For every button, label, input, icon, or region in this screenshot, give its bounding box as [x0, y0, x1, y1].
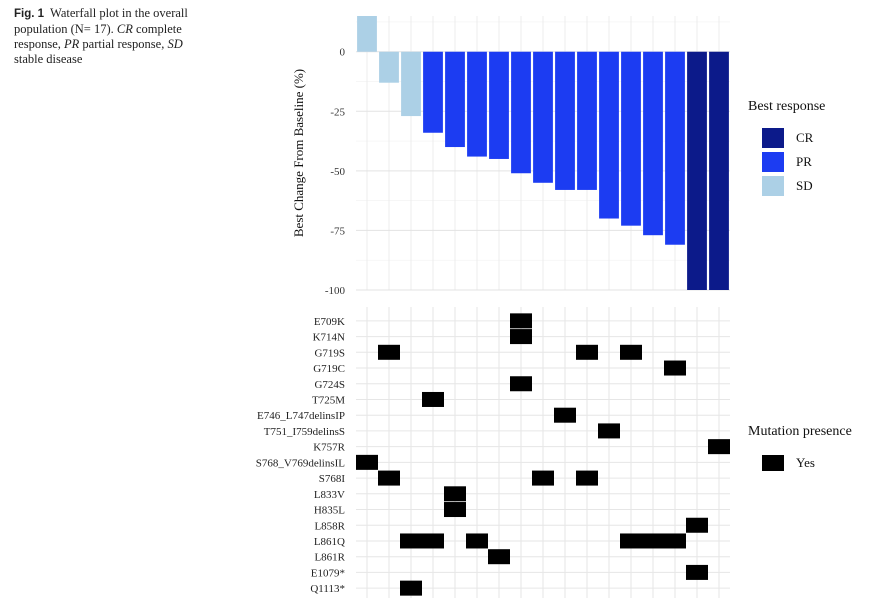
mutation-row-label: G724S	[314, 379, 345, 391]
mutation-cell	[422, 533, 444, 549]
figure-caption: Fig. 1 Waterfall plot in the overall popu…	[14, 6, 214, 67]
mutation-row-label: E1079*	[311, 567, 345, 579]
mutation-cell	[510, 376, 532, 392]
y-tick-label: -75	[330, 225, 345, 237]
waterfall-bar	[709, 51, 729, 290]
y-tick-label: -50	[330, 166, 345, 178]
mutation-row-label: L833V	[314, 489, 345, 501]
mutation-row-label: E746_L747delinsIP	[257, 410, 345, 422]
waterfall-bar	[401, 51, 421, 117]
waterfall-bar	[577, 51, 597, 190]
mutation-row-label: H835L	[314, 505, 345, 517]
mutation-cell	[510, 329, 532, 345]
legend-pr: PR	[762, 152, 812, 172]
mutation-cell	[488, 549, 510, 565]
legend-cr-label: CR	[796, 130, 814, 145]
caption-text-1: Waterfall plot in the overall population…	[14, 6, 188, 36]
y-tick-label: -100	[325, 285, 346, 297]
legend-yes-swatch	[762, 455, 784, 471]
caption-pr: PR	[64, 37, 80, 51]
mutation-cell	[444, 502, 466, 518]
mutation-row-label: K757R	[313, 442, 345, 454]
waterfall-bar	[357, 16, 377, 52]
mutation-row-label: S768I	[319, 473, 346, 485]
mutation-row-label: L861Q	[314, 536, 345, 548]
legend-yes-label: Yes	[796, 455, 815, 470]
legend-yes: Yes	[762, 453, 815, 473]
mutation-cell	[378, 470, 400, 486]
legend-pr-swatch	[762, 152, 784, 172]
waterfall-bar	[445, 51, 465, 148]
mutation-cell	[576, 344, 598, 360]
mutation-cell	[510, 313, 532, 329]
caption-text-2: complete response,	[14, 22, 182, 51]
waterfall-bar	[489, 51, 509, 159]
caption-text-3: partial response,	[79, 37, 168, 51]
mutation-row-label: Q1113*	[310, 583, 345, 595]
mutation-row-label: E709K	[314, 316, 345, 328]
mutation-cell	[642, 533, 664, 549]
y-axis-title: Best Change From Baseline (%)	[291, 69, 306, 237]
waterfall-bar	[423, 51, 443, 133]
mutation-row-label: G719C	[313, 363, 345, 375]
mutation-row-label: T725M	[312, 394, 345, 406]
waterfall-bar	[599, 51, 619, 219]
y-tick-label: -25	[330, 106, 345, 118]
mutation-cell	[620, 533, 642, 549]
mutation-cell	[708, 439, 730, 455]
mutation-cell	[620, 344, 642, 360]
waterfall-bar	[665, 51, 685, 245]
mutation-cell	[466, 533, 488, 549]
mutation-cell	[422, 391, 444, 407]
mutation-cell	[400, 533, 422, 549]
caption-sd: SD	[167, 37, 183, 51]
mutation-row-label: L861R	[314, 552, 345, 564]
mutation-row-label: K714N	[313, 332, 345, 344]
y-tick-label: 0	[340, 47, 346, 59]
mutation-cell	[576, 470, 598, 486]
legend-sd-label: SD	[796, 178, 813, 193]
caption-text-4: stable disease	[14, 52, 83, 66]
waterfall-bar	[555, 51, 575, 190]
mutation-cell	[686, 517, 708, 533]
mutation-legend-title: Mutation presence	[748, 424, 852, 439]
legend-sd-swatch	[762, 176, 784, 196]
mutation-cell	[378, 344, 400, 360]
mutation-cell	[554, 407, 576, 423]
waterfall-bar	[643, 51, 663, 236]
mutation-row-label: L858R	[314, 520, 345, 532]
mutation-row-label: T751_I759delinsS	[264, 426, 345, 438]
mutation-cell	[532, 470, 554, 486]
waterfall-bar	[533, 51, 553, 183]
mutation-cell	[664, 360, 686, 376]
mutation-cell	[400, 580, 422, 596]
caption-cr: CR	[116, 22, 133, 36]
mutation-row-label: S768_V769delinsIL	[256, 457, 346, 469]
waterfall-bar	[379, 51, 399, 83]
waterfall-bar	[467, 51, 487, 157]
figure-label: Fig. 1	[14, 8, 45, 20]
waterfall-bar	[621, 51, 641, 226]
mutation-cell	[444, 486, 466, 502]
legend-sd: SD	[762, 176, 813, 196]
legend-cr-swatch	[762, 128, 784, 148]
mutation-cell	[598, 423, 620, 439]
waterfall-bar	[687, 51, 707, 290]
legend-cr: CR	[762, 128, 813, 148]
mutation-cell	[356, 454, 378, 470]
response-legend-title: Best response	[748, 99, 826, 114]
mutation-cell	[686, 564, 708, 580]
mutation-row-label: G719S	[314, 347, 345, 359]
legend-pr-label: PR	[796, 154, 812, 169]
mutation-cell	[664, 533, 686, 549]
waterfall-bar	[511, 51, 531, 174]
